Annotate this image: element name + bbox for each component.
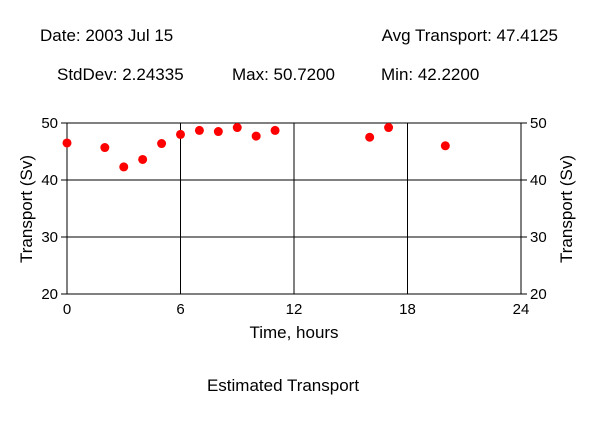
data-point [157,139,167,149]
y-tick-label-right: 20 [530,286,547,303]
x-axis-label: Time, hours [249,323,338,342]
data-points [62,123,450,172]
data-point [119,162,129,172]
grid-lines [67,123,521,294]
data-point [365,132,375,142]
data-point [62,138,72,148]
x-tick-label: 18 [399,301,416,318]
stddev-label: StdDev: 2.24335 [57,65,184,84]
y-tick-label-left: 50 [41,115,58,132]
data-point [176,129,185,139]
avg-transport-label: Avg Transport: 47.4125 [382,26,558,45]
data-point [232,123,242,133]
data-point [440,141,450,151]
y-tick-label-left: 30 [41,229,58,246]
chart-title: Estimated Transport [207,376,359,395]
data-point [251,131,261,141]
plot-frame [66,122,522,295]
date-label: Date: 2003 Jul 15 [40,26,173,45]
x-tick-label: 0 [63,301,71,318]
data-point [213,127,223,137]
y-axis-label-right: Transport (Sv) [557,155,576,263]
x-tick-label: 12 [286,301,303,318]
min-label: Min: 42.2200 [381,65,479,84]
y-tick-label-left: 40 [41,172,58,189]
x-tick-label: 6 [176,301,184,318]
y-tick-label-right: 30 [530,229,547,246]
y-tick-label-left: 20 [41,286,58,303]
data-point [100,143,110,153]
y-tick-label-right: 40 [530,172,547,189]
y-tick-label-right: 50 [530,115,547,132]
data-point [384,123,394,133]
data-point [270,125,280,135]
max-label: Max: 50.7200 [232,65,335,84]
data-point [138,154,148,164]
data-point [194,125,204,135]
y-axis-label-left: Transport (Sv) [17,155,36,263]
x-tick-label: 24 [513,301,530,318]
